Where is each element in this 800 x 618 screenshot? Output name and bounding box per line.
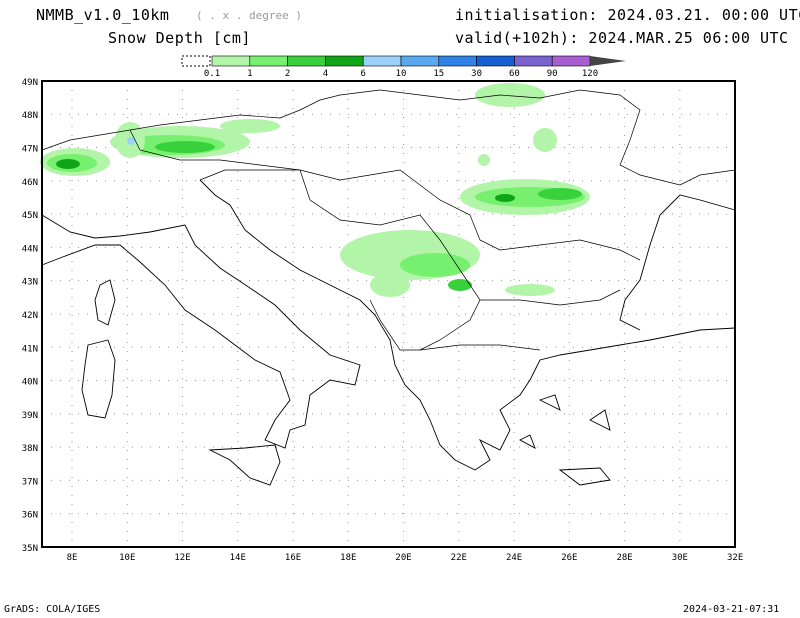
snow-area-dark [448,279,472,291]
lat-label: 40N [22,378,38,388]
lat-label: 46N [22,178,38,188]
snow-depth-field [40,83,590,297]
snow-area-darker [495,194,515,202]
lon-label: 32E [727,553,743,563]
latitude-labels: 49N 48N 47N 46N 45N 44N 43N 42N 41N 40N 39N 38N 37N 3… [22,78,38,554]
snow-area-mid [400,253,470,277]
lon-label: 24E [506,553,522,563]
model-name: NMMB_v1.0_10km [36,6,170,24]
lon-label: 30E [672,553,688,563]
lat-label: 42N [22,311,38,321]
colorbar-swatch [514,55,553,67]
colorbar-label: 6 [360,69,365,79]
colorbar-underflow [181,55,211,67]
lon-label: 8E [67,553,78,563]
lat-label: 49N [22,78,38,88]
longitude-labels: 8E 10E 12E 14E 16E 18E 20E 22E 24E 26E 28E 30E 32E [67,553,744,563]
colorbar: 0.1 1 2 4 6 10 15 30 60 90 120 [181,55,626,79]
colorbar-label: 1 [247,69,252,79]
snow-area-dark [538,188,582,200]
lat-label: 37N [22,477,38,487]
colorbar-label: 10 [396,69,407,79]
lat-label: 45N [22,211,38,221]
colorbar-swatch [211,55,251,67]
variable-title: Snow Depth [cm] [108,29,251,47]
lon-label: 14E [230,553,246,563]
snow-area-light [533,128,557,152]
lat-label: 41N [22,344,38,354]
lon-label: 16E [285,553,301,563]
snow-area-darker [56,159,80,169]
lat-label: 48N [22,111,38,121]
colorbar-label: 0.1 [204,69,220,79]
coastlines [41,89,736,486]
resolution-label: ( . x . degree ) [196,9,302,22]
lat-label: 43N [22,278,38,288]
lon-label: 10E [119,553,135,563]
colorbar-label: 60 [509,69,520,79]
plot-timestamp: 2024-03-21-07:31 [683,604,780,615]
lon-label: 20E [395,553,411,563]
snow-area-dark [155,141,215,153]
lat-label: 38N [22,444,38,454]
lon-label: 26E [561,553,577,563]
colorbar-label: 15 [433,69,444,79]
map-frame [41,80,736,548]
initialisation-time: initialisation: 2024.03.21. 00:00 UTC [455,6,800,24]
colorbar-label: 2 [285,69,290,79]
snow-area-blue [127,137,135,145]
colorbar-swatch [400,55,440,67]
colorbar-label: 4 [323,69,328,79]
grads-credit: GrADS: COLA/IGES [4,604,101,615]
valid-time: valid(+102h): 2024.MAR.25 06:00 UTC [455,29,789,47]
snow-area-light [478,154,490,166]
colorbar-swatch [249,55,288,67]
snow-area-light [370,273,410,297]
colorbar-swatch [325,55,364,67]
lat-label: 36N [22,511,38,521]
colorbar-label: 90 [547,69,558,79]
colorbar-label: 120 [582,69,598,79]
lon-label: 12E [174,553,190,563]
colorbar-swatch [438,55,477,67]
colorbar-swatch [551,55,591,67]
colorbar-swatch [362,55,402,67]
lon-label: 22E [451,553,467,563]
colorbar-swatch [287,55,326,67]
lat-label: 47N [22,145,38,155]
lon-label: 18E [340,553,356,563]
colorbar-overflow-arrow [590,56,626,66]
snow-area-light [505,284,555,296]
colorbar-label: 30 [471,69,482,79]
lat-label: 35N [22,544,38,554]
lat-label: 39N [22,411,38,421]
lon-label: 28E [616,553,632,563]
snow-area-light [475,83,545,107]
lat-label: 44N [22,244,38,254]
snow-area-light [223,122,253,134]
colorbar-swatch [476,55,515,67]
